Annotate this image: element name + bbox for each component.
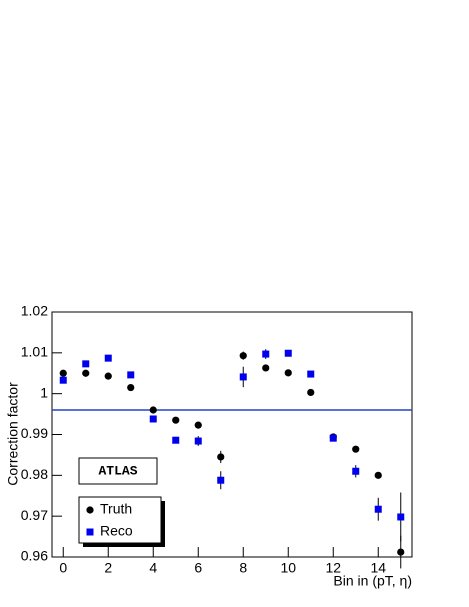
- point: [307, 388, 315, 397]
- point: [284, 349, 292, 357]
- point: [239, 352, 247, 360]
- x-tick-label: 4: [149, 560, 157, 576]
- point: [352, 467, 360, 475]
- point: [59, 376, 67, 384]
- point: [194, 421, 202, 429]
- point: [172, 416, 180, 424]
- point: [82, 360, 90, 368]
- point: [329, 434, 337, 442]
- point: [352, 445, 360, 453]
- x-tick-label: 12: [325, 560, 341, 576]
- point: [149, 415, 157, 423]
- point: [374, 471, 382, 479]
- y-tick-label: 0.98: [21, 466, 48, 482]
- x-tick-label: 14: [370, 560, 386, 576]
- y-tick-label: 1.01: [21, 344, 48, 360]
- x-tick-label: 0: [59, 560, 67, 576]
- atlas-label: ATLAS: [98, 463, 137, 478]
- y-tick-label: 0.99: [21, 425, 48, 441]
- legend-label: Reco: [100, 523, 133, 539]
- legend-label: Truth: [100, 501, 132, 517]
- y-axis-label: Correction factor: [5, 382, 21, 486]
- x-tick-label: 8: [239, 560, 247, 576]
- point: [86, 506, 94, 514]
- point: [194, 437, 202, 445]
- x-tick-label: 6: [194, 560, 202, 576]
- point: [59, 369, 67, 377]
- point: [217, 453, 225, 461]
- point: [127, 371, 135, 379]
- atlas-box: [78, 457, 158, 485]
- y-tick-label: 1: [40, 384, 48, 400]
- y-tick-label: 1.02: [21, 303, 48, 319]
- point: [172, 436, 180, 444]
- x-tick-label: 10: [280, 560, 296, 576]
- point: [262, 350, 270, 358]
- point: [104, 372, 112, 380]
- y-tick-label: 0.97: [21, 507, 48, 523]
- point: [86, 528, 94, 536]
- point: [239, 373, 247, 381]
- point: [217, 476, 225, 484]
- point: [307, 370, 315, 378]
- point: [397, 513, 405, 521]
- point: [284, 369, 292, 377]
- x-tick-label: 2: [104, 560, 112, 576]
- point: [104, 354, 112, 362]
- point: [82, 369, 90, 377]
- point: [127, 383, 135, 392]
- point: [149, 406, 157, 414]
- point: [374, 505, 382, 513]
- point: [262, 364, 270, 372]
- point: [397, 548, 405, 556]
- x-axis-label: Bin in (pT, η): [333, 573, 412, 589]
- y-tick-label: 0.96: [21, 548, 48, 564]
